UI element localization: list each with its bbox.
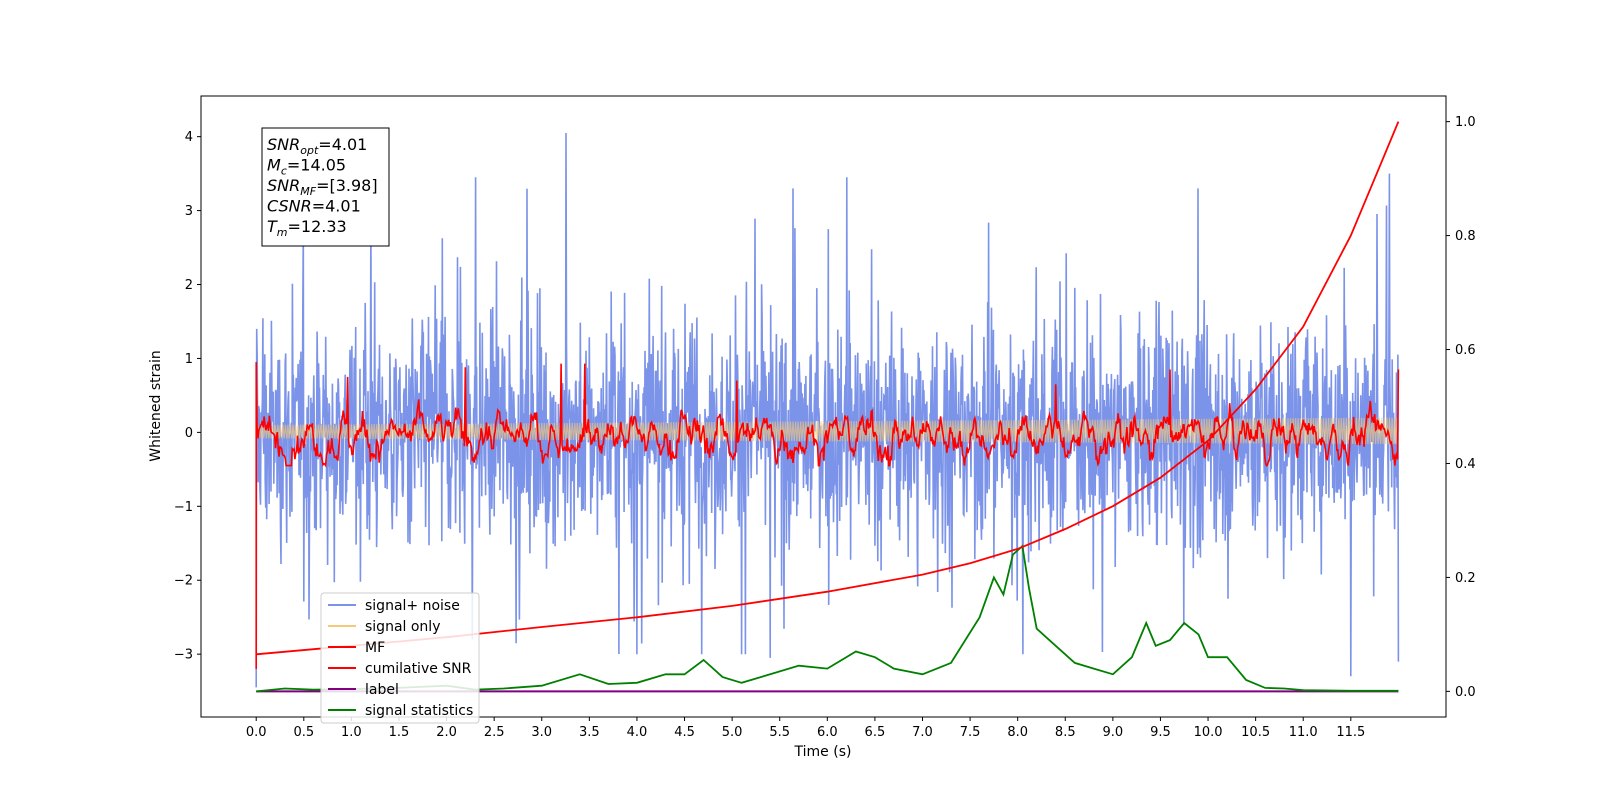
annotation-frame xyxy=(261,127,390,247)
y-tick-label: −3 xyxy=(174,648,193,663)
x-tick-label: 6.5 xyxy=(865,725,886,740)
x-tick-label: 7.0 xyxy=(912,725,933,740)
annotation-line: SNRMF=[3.98] xyxy=(267,176,378,198)
x-tick-label: 8.5 xyxy=(1055,725,1076,740)
y-tick-label: 1 xyxy=(185,352,193,367)
annotation-line: SNRopt=4.01 xyxy=(267,135,367,157)
y2-tick-label: 0.6 xyxy=(1455,343,1476,358)
x-tick-label: 3.5 xyxy=(579,725,600,740)
x-axis: 0.0 0.5 1.0 1.5 2.0 2.5 3.0 3.5 4.0 4.5 5.0 5.5 6.0 6… xyxy=(246,717,1365,740)
x-tick-label: 4.5 xyxy=(674,725,695,740)
metrics-annotation-box: SNRopt=4.01Mc=14.05SNRMF=[3.98]CSNR=4.01… xyxy=(261,127,390,247)
series-mf xyxy=(255,362,1400,669)
x-tick-label: 10.0 xyxy=(1194,725,1223,740)
x-tick-label: 9.0 xyxy=(1103,725,1124,740)
legend-frame xyxy=(320,592,480,724)
x-tick-label: 1.5 xyxy=(389,725,410,740)
x-tick-label: 11.5 xyxy=(1336,725,1365,740)
y-tick-label: −2 xyxy=(174,574,193,589)
y2-tick-label: 0.4 xyxy=(1455,457,1476,472)
y-tick-label: −1 xyxy=(174,500,193,515)
series-signal-statistics xyxy=(256,544,1399,693)
legend-label: signal+ noise xyxy=(365,598,460,614)
y-tick-label: 2 xyxy=(185,278,193,293)
x-axis-label: Time (s) xyxy=(794,744,852,760)
annotation-line: Tm=12.33 xyxy=(267,217,347,239)
legend: signal+ noise signal only MF cumilative SNR… xyxy=(320,592,480,724)
y-axis-left: −3 −2 −1 0 1 2 3 4 xyxy=(174,130,201,663)
y2-tick-label: 0.0 xyxy=(1455,685,1476,700)
y-tick-label: 3 xyxy=(185,204,193,219)
y-tick-label: 4 xyxy=(185,130,193,145)
y-axis-label: Whitened strain xyxy=(148,350,164,461)
x-tick-label: 10.5 xyxy=(1241,725,1270,740)
legend-label: cumilative SNR xyxy=(365,661,472,677)
annotation-line: CSNR=4.01 xyxy=(267,197,361,216)
x-tick-label: 4.0 xyxy=(627,725,648,740)
x-tick-label: 6.0 xyxy=(817,725,838,740)
x-tick-label: 2.0 xyxy=(436,725,457,740)
x-tick-label: 0.5 xyxy=(293,725,314,740)
x-tick-label: 8.0 xyxy=(1007,725,1028,740)
axes-frame xyxy=(200,95,1447,718)
annotation-line: Mc=14.05 xyxy=(267,156,346,178)
x-tick-label: 5.5 xyxy=(769,725,790,740)
x-tick-label: 7.5 xyxy=(960,725,981,740)
x-tick-label: 0.0 xyxy=(246,725,267,740)
legend-label: signal statistics xyxy=(365,703,473,719)
x-tick-label: 1.0 xyxy=(341,725,362,740)
x-tick-label: 5.0 xyxy=(722,725,743,740)
legend-label: signal only xyxy=(365,619,440,635)
series-cumulative-snr xyxy=(256,121,1400,656)
legend-label: MF xyxy=(365,640,385,656)
y-axis-right: 0.0 0.2 0.4 0.6 0.8 1.0 xyxy=(1446,115,1476,700)
x-tick-label: 11.0 xyxy=(1289,725,1318,740)
y2-tick-label: 0.8 xyxy=(1455,229,1476,244)
y2-tick-label: 1.0 xyxy=(1455,115,1476,130)
x-tick-label: 2.5 xyxy=(484,725,505,740)
y-tick-label: 0 xyxy=(185,426,193,441)
x-tick-label: 9.5 xyxy=(1150,725,1171,740)
x-tick-label: 3.0 xyxy=(531,725,552,740)
legend-label: label xyxy=(365,682,399,698)
y2-tick-label: 0.2 xyxy=(1455,571,1476,586)
series-signal-noise xyxy=(255,132,1400,688)
